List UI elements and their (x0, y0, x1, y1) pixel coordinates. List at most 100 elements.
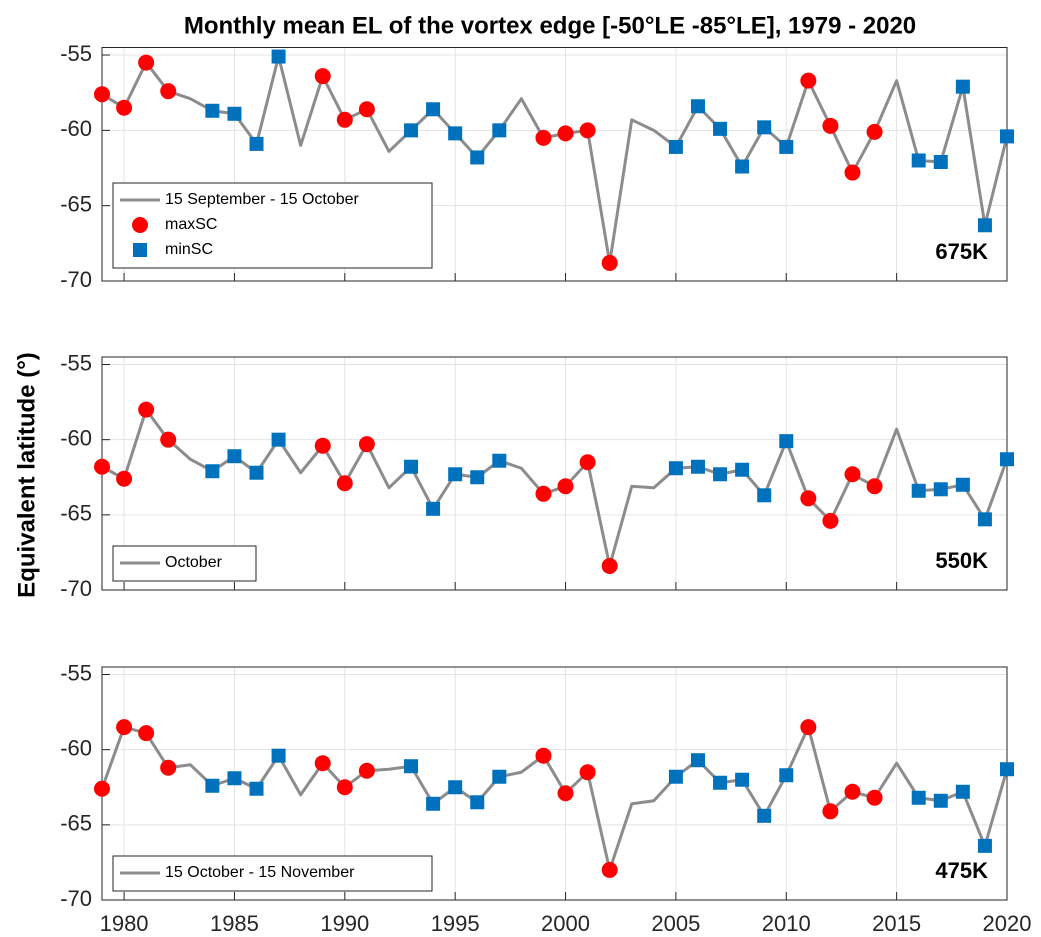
marker-minsc (955, 477, 970, 492)
marker-minsc (757, 488, 772, 503)
marker-minsc (271, 432, 286, 447)
marker-minsc (779, 139, 794, 154)
marker-minsc (271, 748, 286, 763)
marker-minsc (977, 512, 992, 527)
marker-maxsc (336, 779, 353, 796)
marker-maxsc (822, 117, 839, 134)
marker-minsc (492, 769, 507, 784)
x-tick-label: 1995 (431, 911, 480, 936)
marker-minsc (1000, 129, 1014, 144)
y-tick-label: -70 (60, 576, 92, 601)
marker-minsc (735, 159, 750, 174)
marker-maxsc (138, 54, 155, 71)
marker-minsc (977, 218, 992, 233)
legend-label: 15 September - 15 October (165, 191, 360, 208)
y-tick-label: -55 (60, 660, 92, 685)
marker-minsc (249, 136, 264, 151)
marker-minsc (690, 99, 705, 114)
marker-maxsc (535, 129, 552, 146)
marker-minsc (933, 154, 948, 169)
y-tick-label: -55 (60, 350, 92, 375)
legend-box (112, 182, 433, 269)
y-tick-label: -55 (60, 41, 92, 66)
marker-maxsc (116, 470, 133, 487)
marker-maxsc (601, 861, 618, 878)
panel-label: 475K (935, 858, 988, 883)
marker-minsc (470, 795, 485, 810)
marker-maxsc (579, 122, 596, 139)
marker-minsc (227, 771, 242, 786)
marker-maxsc (535, 747, 552, 764)
marker-minsc (690, 753, 705, 768)
marker-minsc (735, 772, 750, 787)
marker-minsc (448, 126, 463, 141)
marker-minsc (404, 759, 419, 774)
panel-label: 675K (935, 239, 988, 264)
marker-minsc (977, 838, 992, 853)
x-tick-label: 2020 (983, 911, 1032, 936)
legend-label: maxSC (165, 216, 217, 233)
marker-maxsc (800, 72, 817, 89)
marker-minsc (911, 483, 926, 498)
marker-minsc (470, 150, 485, 165)
y-tick-label: -65 (60, 811, 92, 836)
marker-maxsc (601, 254, 618, 271)
panel-label: 550K (935, 548, 988, 573)
marker-minsc (426, 796, 441, 811)
marker-minsc (779, 434, 794, 449)
x-tick-label: 1985 (210, 911, 259, 936)
marker-maxsc (314, 437, 331, 454)
marker-maxsc (822, 512, 839, 529)
marker-maxsc (160, 759, 177, 776)
marker-minsc (735, 462, 750, 477)
y-tick-label: -60 (60, 425, 92, 450)
marker-minsc (1000, 452, 1014, 467)
marker-maxsc (94, 86, 110, 103)
marker-maxsc (160, 431, 177, 448)
marker-minsc (470, 470, 485, 485)
marker-minsc (713, 467, 728, 482)
marker-minsc (911, 153, 926, 168)
marker-minsc (249, 465, 264, 480)
marker-maxsc (535, 485, 552, 502)
legend-label: minSC (165, 241, 213, 258)
marker-maxsc (94, 780, 110, 797)
marker-minsc (757, 120, 772, 135)
plot-frame (101, 47, 1008, 282)
marker-minsc (955, 784, 970, 799)
marker-minsc (404, 459, 419, 474)
x-tick-label: 1990 (320, 911, 369, 936)
marker-maxsc (557, 785, 574, 802)
marker-maxsc (800, 719, 817, 736)
y-tick-label: -60 (60, 116, 92, 141)
marker-minsc (205, 464, 220, 479)
marker-maxsc (844, 783, 861, 800)
marker-maxsc (579, 764, 596, 781)
marker-maxsc (138, 725, 155, 742)
x-tick-label: 2000 (541, 911, 590, 936)
marker-maxsc (160, 83, 177, 100)
marker-minsc (227, 449, 242, 464)
marker-maxsc (358, 101, 375, 118)
marker-maxsc (314, 755, 331, 772)
x-tick-label: 2015 (872, 911, 921, 936)
marker-minsc (426, 501, 441, 516)
marker-maxsc (116, 719, 133, 736)
y-tick-label: -65 (60, 501, 92, 526)
marker-minsc (933, 793, 948, 808)
marker-minsc (492, 453, 507, 468)
legend-label: October (165, 554, 223, 571)
marker-minsc (404, 123, 419, 138)
marker-minsc (448, 780, 463, 795)
marker-maxsc (866, 123, 883, 140)
marker-maxsc (336, 475, 353, 492)
marker-minsc (426, 102, 441, 117)
marker-maxsc (601, 557, 618, 574)
marker-minsc (911, 790, 926, 805)
marker-maxsc (557, 478, 574, 495)
marker-maxsc (138, 401, 155, 418)
marker-maxsc (866, 789, 883, 806)
marker-minsc (271, 49, 286, 64)
marker-maxsc (866, 478, 883, 495)
